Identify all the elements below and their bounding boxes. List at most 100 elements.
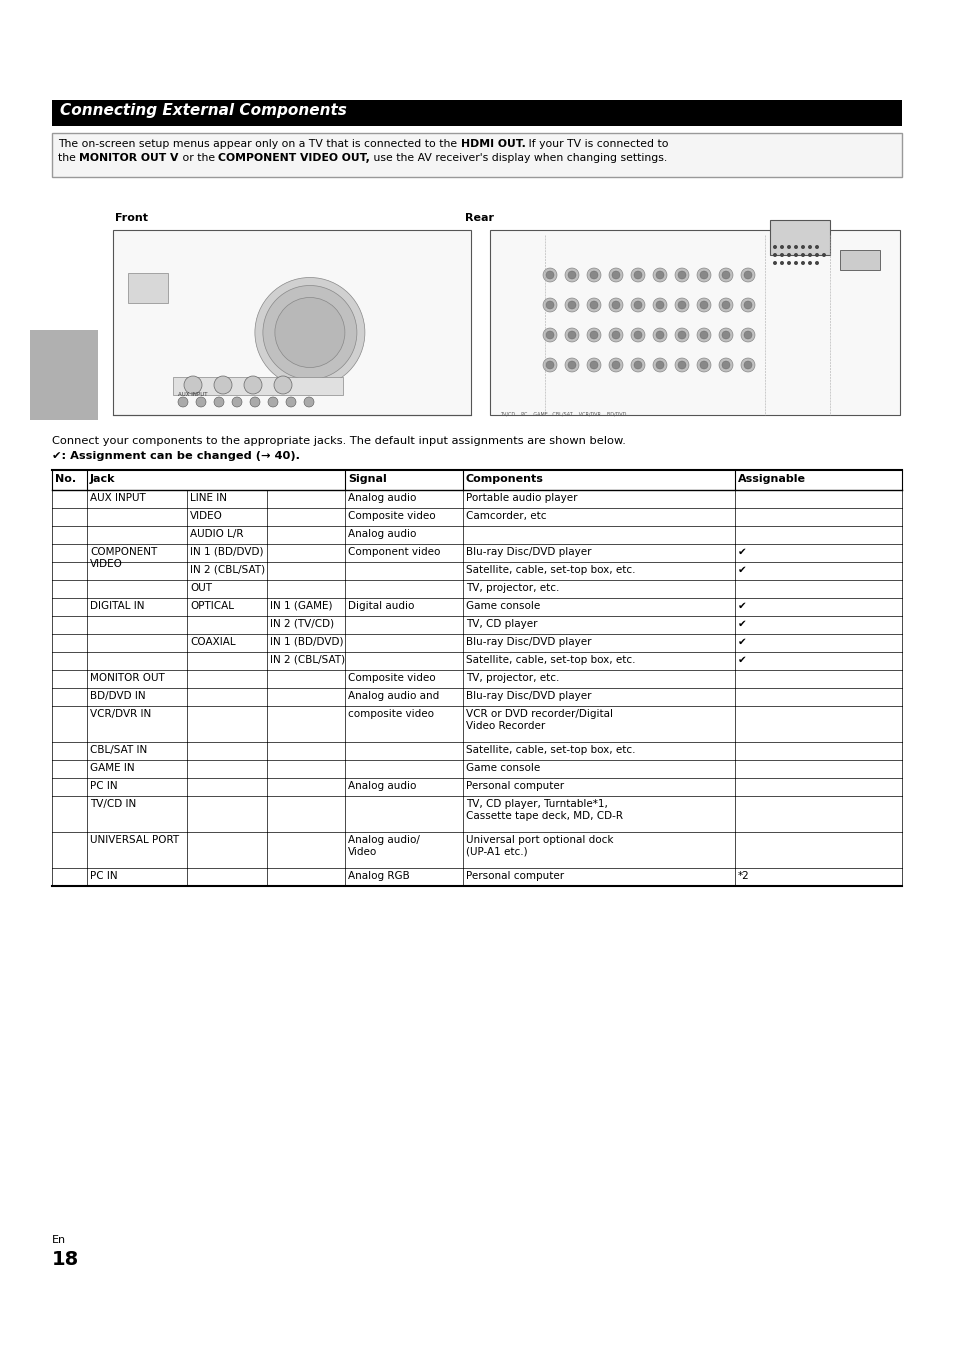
Circle shape (274, 297, 345, 367)
Circle shape (656, 272, 663, 280)
Text: En: En (52, 1235, 66, 1246)
Text: OUT: OUT (190, 584, 212, 593)
Circle shape (772, 253, 776, 257)
Circle shape (589, 272, 598, 280)
Circle shape (740, 299, 754, 312)
Text: VIDEO: VIDEO (190, 511, 223, 521)
Text: or the: or the (178, 153, 218, 163)
Circle shape (743, 272, 751, 280)
Circle shape (586, 299, 600, 312)
Text: AUX INPUT: AUX INPUT (90, 493, 146, 503)
Circle shape (678, 272, 685, 280)
Circle shape (656, 331, 663, 339)
Bar (172, 377, 343, 394)
Text: CBL/SAT IN: CBL/SAT IN (90, 744, 147, 755)
Text: Rear: Rear (464, 213, 494, 223)
Circle shape (678, 301, 685, 309)
Circle shape (545, 272, 554, 280)
Text: GAME IN: GAME IN (90, 763, 134, 773)
Circle shape (634, 301, 641, 309)
Text: TV, CD player: TV, CD player (465, 619, 537, 630)
Circle shape (608, 328, 622, 342)
Bar (52, 100, 901, 126)
Circle shape (678, 361, 685, 369)
Text: ✔: ✔ (738, 565, 746, 576)
Circle shape (719, 267, 732, 282)
Circle shape (772, 245, 776, 249)
Text: Satellite, cable, set-top box, etc.: Satellite, cable, set-top box, etc. (465, 565, 635, 576)
Text: LINE IN: LINE IN (190, 493, 227, 503)
Circle shape (719, 358, 732, 372)
Circle shape (719, 299, 732, 312)
Text: *2: *2 (738, 871, 749, 881)
Text: HDMI OUT.: HDMI OUT. (460, 139, 525, 149)
Circle shape (652, 358, 666, 372)
Text: PC IN: PC IN (90, 781, 117, 790)
Text: Personal computer: Personal computer (465, 781, 563, 790)
Circle shape (634, 272, 641, 280)
Circle shape (719, 328, 732, 342)
Text: ✔: ✔ (738, 655, 746, 665)
Text: Connecting External Components: Connecting External Components (60, 103, 347, 118)
Text: COAXIAL: COAXIAL (190, 638, 235, 647)
Text: IN 1 (GAME): IN 1 (GAME) (270, 601, 333, 611)
Circle shape (232, 397, 242, 407)
Text: Composite video: Composite video (348, 673, 436, 684)
Circle shape (743, 361, 751, 369)
Circle shape (286, 397, 295, 407)
Circle shape (652, 299, 666, 312)
Circle shape (564, 267, 578, 282)
Text: Component video: Component video (348, 547, 440, 557)
Text: Game console: Game console (465, 601, 539, 611)
Circle shape (678, 331, 685, 339)
Text: Camcorder, etc: Camcorder, etc (465, 511, 546, 521)
Text: Portable audio player: Portable audio player (465, 493, 577, 503)
Text: COMPONENT VIDEO OUT,: COMPONENT VIDEO OUT, (218, 153, 370, 163)
Text: Satellite, cable, set-top box, etc.: Satellite, cable, set-top box, etc. (465, 655, 635, 665)
Text: TV, projector, etc.: TV, projector, etc. (465, 584, 558, 593)
Circle shape (564, 299, 578, 312)
Circle shape (780, 245, 783, 249)
Text: Analog RGB: Analog RGB (348, 871, 410, 881)
Circle shape (801, 245, 804, 249)
Text: Connect your components to the appropriate jacks. The default input assignments : Connect your components to the appropria… (52, 436, 625, 446)
Text: If your TV is connected to: If your TV is connected to (525, 139, 668, 149)
Circle shape (178, 397, 188, 407)
Circle shape (608, 299, 622, 312)
Bar (128, 273, 168, 303)
Circle shape (542, 358, 557, 372)
Text: Analog audio: Analog audio (348, 530, 416, 539)
Circle shape (814, 261, 818, 265)
Circle shape (630, 267, 644, 282)
Circle shape (542, 267, 557, 282)
Circle shape (274, 376, 292, 394)
Text: Personal computer: Personal computer (465, 871, 563, 881)
Circle shape (786, 245, 790, 249)
Text: TV/CD IN: TV/CD IN (90, 798, 136, 809)
Text: Front: Front (115, 213, 148, 223)
Text: Analog audio and: Analog audio and (348, 690, 438, 701)
Circle shape (721, 272, 729, 280)
Circle shape (586, 328, 600, 342)
Bar (52, 132, 901, 177)
Circle shape (697, 299, 710, 312)
Circle shape (793, 245, 797, 249)
Text: PC IN: PC IN (90, 871, 117, 881)
Text: ✔: ✔ (738, 601, 746, 611)
Circle shape (807, 245, 811, 249)
Circle shape (675, 328, 688, 342)
Circle shape (304, 397, 314, 407)
Text: MONITOR OUT: MONITOR OUT (90, 673, 165, 684)
Circle shape (634, 361, 641, 369)
Text: TV, CD player, Turntable*1,
Cassette tape deck, MD, CD-R: TV, CD player, Turntable*1, Cassette tap… (465, 798, 622, 820)
Text: Blu-ray Disc/DVD player: Blu-ray Disc/DVD player (465, 638, 591, 647)
Circle shape (254, 277, 364, 388)
Bar (30, 330, 98, 420)
Circle shape (656, 361, 663, 369)
Circle shape (700, 301, 707, 309)
Text: DIGITAL IN: DIGITAL IN (90, 601, 144, 611)
Text: TV/CD    PC    GAME   CBL/SAT    VCR/DVR    BD/DVD: TV/CD PC GAME CBL/SAT VCR/DVR BD/DVD (499, 412, 626, 417)
Circle shape (589, 301, 598, 309)
Text: MONITOR OUT V: MONITOR OUT V (79, 153, 178, 163)
Circle shape (793, 261, 797, 265)
